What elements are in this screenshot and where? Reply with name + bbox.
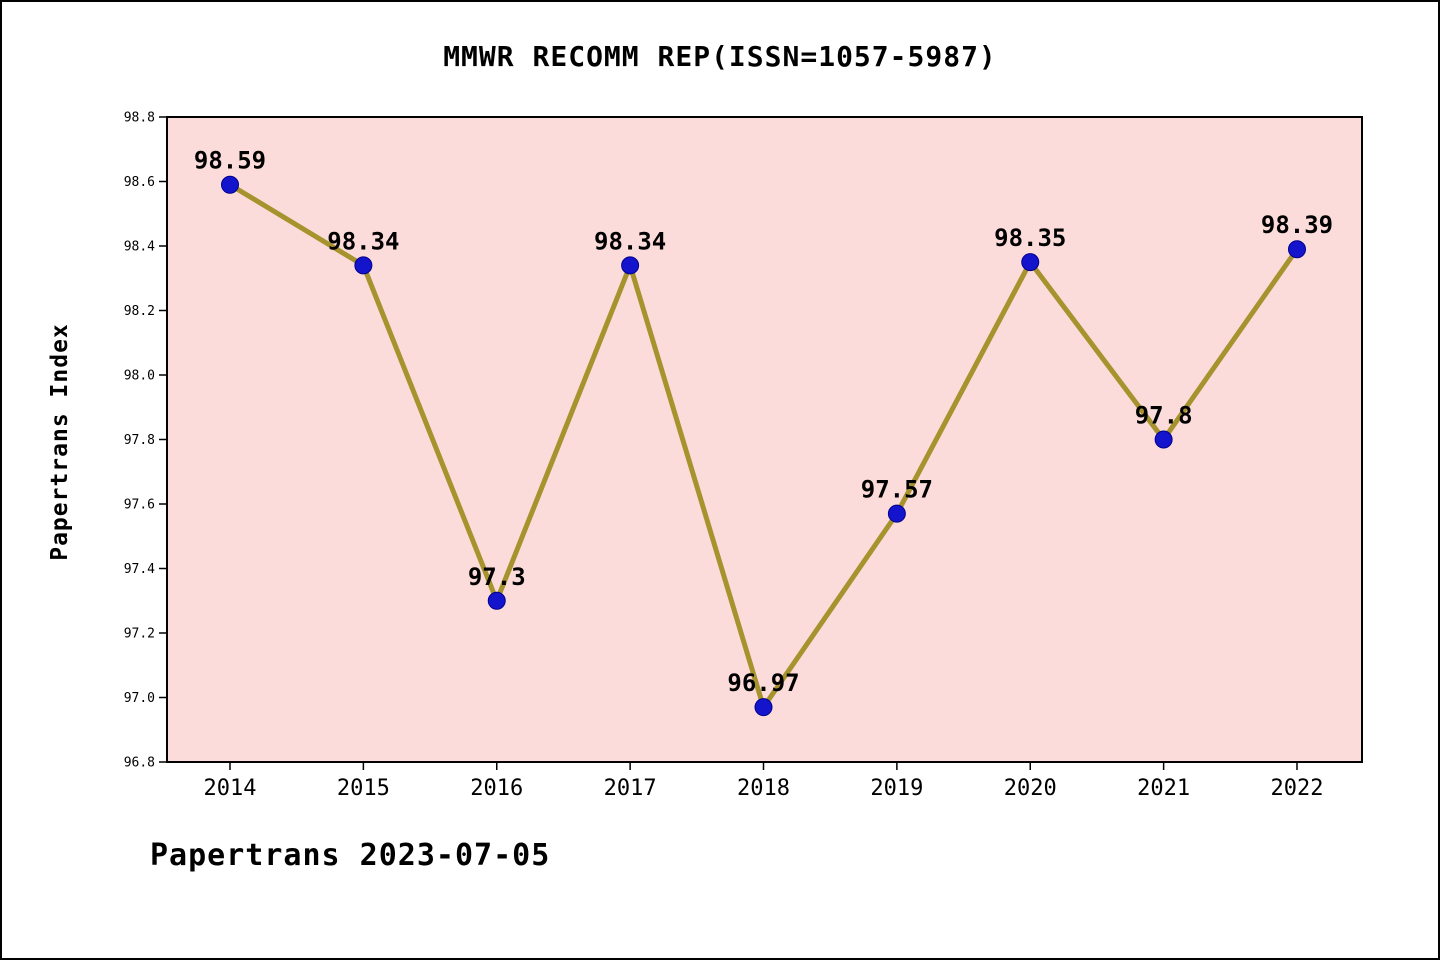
- data-point: [754, 698, 773, 717]
- data-point: [887, 504, 906, 523]
- y-tick-label: 97.6: [124, 498, 155, 513]
- data-point-label: 98.34: [327, 227, 399, 255]
- x-tick-label: 2016: [470, 776, 523, 801]
- x-tick-label: 2018: [737, 776, 790, 801]
- y-tick-label: 97.8: [124, 433, 155, 448]
- footer-note: Papertrans 2023-07-05: [150, 838, 551, 873]
- data-point-label: 97.3: [468, 563, 526, 591]
- x-tick-label: 2021: [1137, 776, 1190, 801]
- x-tick-label: 2022: [1271, 776, 1324, 801]
- y-tick-label: 97.0: [124, 691, 155, 706]
- plot-area: [166, 116, 1363, 763]
- x-tick-label: 2014: [204, 776, 257, 801]
- x-tick-label: 2019: [870, 776, 923, 801]
- y-tick-label: 98.6: [124, 175, 155, 190]
- x-tick-label: 2015: [337, 776, 390, 801]
- y-tick-label: 98.8: [124, 111, 155, 126]
- y-tick-label: 97.4: [124, 562, 155, 577]
- y-tick-label: 98.2: [124, 304, 155, 319]
- data-point: [1288, 240, 1306, 259]
- data-point-label: 98.59: [194, 147, 266, 175]
- chart-title: MMWR RECOMM REP(ISSN=1057-5987): [443, 40, 997, 73]
- data-point: [487, 591, 506, 610]
- y-tick-label: 98.4: [124, 240, 155, 255]
- data-point: [1021, 253, 1040, 272]
- data-point-label: 98.34: [594, 227, 666, 255]
- x-tick-label: 2017: [604, 776, 657, 801]
- data-point-label: 98.39: [1261, 211, 1333, 239]
- y-tick-label: 96.8: [124, 756, 155, 771]
- data-point: [621, 256, 640, 275]
- data-point-label: 96.97: [727, 669, 799, 697]
- data-point-label: 98.35: [994, 224, 1066, 252]
- data-point-label: 97.8: [1135, 402, 1193, 430]
- data-point: [1154, 430, 1173, 449]
- y-tick-label: 97.2: [124, 627, 155, 642]
- x-tick-label: 2020: [1004, 776, 1057, 801]
- data-point: [354, 256, 373, 275]
- data-point-label: 97.57: [861, 476, 933, 504]
- data-point: [221, 175, 239, 194]
- y-tick-label: 98.0: [124, 369, 155, 384]
